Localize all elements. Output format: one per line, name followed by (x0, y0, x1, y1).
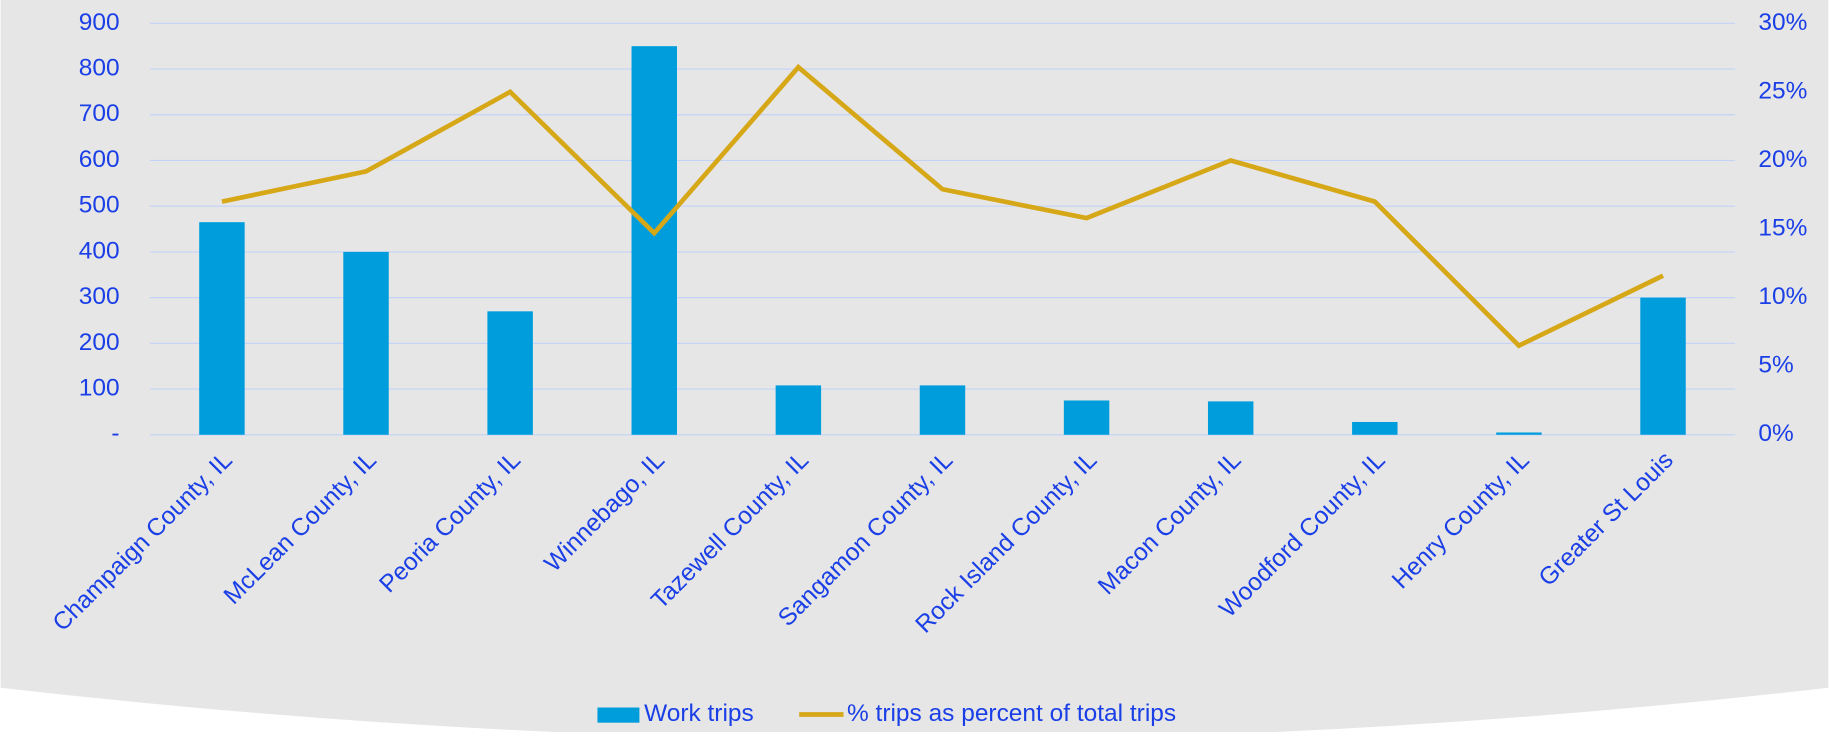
legend-swatch (597, 707, 640, 723)
y2-tick-label: 20% (1758, 146, 1807, 173)
y2-tick-label: 5% (1758, 352, 1793, 379)
legend-label: % trips as percent of total trips (847, 700, 1176, 727)
bar (1496, 432, 1542, 435)
bar (631, 46, 677, 435)
bar (487, 311, 533, 435)
bar (1207, 401, 1254, 435)
y-tick-label: 400 (79, 237, 120, 264)
y-tick-label: 600 (79, 146, 120, 173)
y2-tick-label: 15% (1758, 215, 1807, 242)
bar (343, 251, 389, 435)
y-tick-label: 100 (79, 375, 120, 402)
y2-tick-label: 30% (1758, 9, 1807, 36)
y-tick-label: 500 (79, 192, 120, 219)
bar (1352, 421, 1398, 435)
y-tick-label: 700 (79, 100, 120, 127)
bar (775, 385, 822, 435)
bar (1063, 400, 1110, 435)
line (221, 63, 1665, 349)
y2-tick-label: 25% (1758, 77, 1807, 104)
y2-tick-label: 10% (1758, 283, 1807, 310)
y2-tick-label: 0% (1758, 420, 1793, 447)
legend-label: Work trips (644, 700, 754, 727)
y-tick-label: 200 (79, 329, 120, 356)
bar (919, 385, 966, 435)
y-tick-label: 300 (79, 283, 120, 310)
bar (1640, 297, 1686, 435)
bar (199, 222, 245, 435)
y-tick-label: - (111, 420, 119, 447)
y-tick-label: 900 (79, 9, 120, 36)
y-tick-label: 800 (79, 54, 120, 81)
